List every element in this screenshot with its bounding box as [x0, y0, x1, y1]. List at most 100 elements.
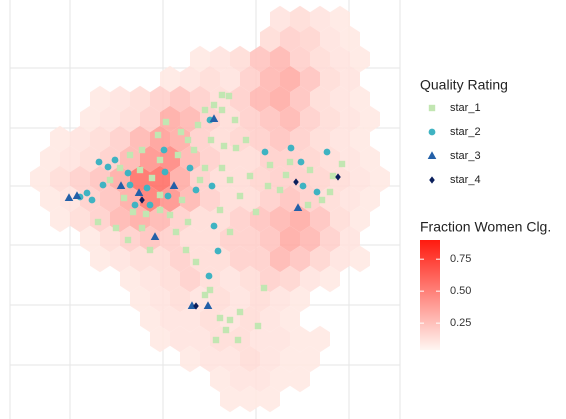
point-square: [225, 92, 233, 100]
point-circle: [161, 168, 169, 176]
hexbin: [290, 5, 310, 33]
hexbin: [90, 245, 110, 273]
hexbin: [50, 205, 70, 233]
point-circle: [143, 184, 151, 192]
point-square: [120, 194, 128, 202]
point-square: [318, 196, 326, 204]
hexbin: [30, 165, 50, 193]
hexbin: [260, 65, 280, 93]
point-circle: [261, 148, 269, 156]
hexbin: [230, 205, 250, 233]
point-square: [210, 101, 218, 109]
point-square: [218, 164, 226, 172]
point-square: [286, 158, 294, 166]
point-square: [166, 211, 174, 219]
point-square: [174, 151, 182, 159]
point-diamond: [335, 173, 341, 181]
point-square: [220, 142, 228, 150]
hexbin: [140, 265, 160, 293]
hexbin: [250, 285, 270, 313]
hexbin: [330, 165, 350, 193]
point-triangle: [134, 188, 144, 196]
point-square: [178, 196, 186, 204]
point-square: [201, 164, 209, 172]
hexbin: [350, 245, 370, 273]
hexbin: [340, 25, 360, 53]
legend-label: star_3: [450, 150, 481, 162]
hexbin: [270, 285, 290, 313]
hexbin: [280, 105, 300, 133]
hexbin: [170, 325, 190, 353]
hexbin: [80, 145, 100, 173]
point-circle: [160, 146, 168, 154]
point-square: [124, 236, 132, 244]
hexbin: [280, 345, 300, 373]
hexbin: [350, 45, 370, 73]
colorbar-title: Fraction Women Clg.: [420, 219, 551, 235]
hexbin: [340, 105, 360, 133]
hexbin: [210, 45, 230, 73]
hexbin: [290, 365, 310, 393]
point-diamond: [429, 176, 435, 184]
hexbin: [310, 245, 330, 273]
point-square: [172, 228, 180, 236]
hexbin: [320, 25, 340, 53]
hexbin: [360, 105, 380, 133]
hexbin: [40, 185, 60, 213]
hexbin: [320, 225, 340, 253]
hexbin: [220, 225, 240, 253]
hexbin: [280, 265, 300, 293]
point-circle: [323, 148, 331, 156]
hexbin: [160, 265, 180, 293]
hexbin: [310, 205, 330, 233]
hexbin: [120, 105, 140, 133]
legend-label: star_2: [450, 126, 481, 138]
hexbin: [100, 105, 120, 133]
hexbin: [260, 345, 280, 373]
hexbin: [230, 365, 250, 393]
hexbin: [310, 5, 330, 33]
hexbin: [300, 265, 320, 293]
point-circle: [164, 192, 172, 200]
point-circle: [299, 182, 307, 190]
hexbin: [270, 205, 290, 233]
hexbin: [110, 85, 130, 113]
hexbin: [170, 125, 190, 153]
colorbar-tick-label: 0.50: [450, 285, 471, 297]
hexbin: [190, 325, 210, 353]
point-layer: [64, 91, 346, 344]
point-square: [148, 174, 156, 182]
hexbin: [290, 245, 310, 273]
point-square: [234, 336, 242, 344]
point-triangle: [293, 203, 303, 211]
point-square: [236, 308, 244, 316]
hexbin: [70, 125, 90, 153]
point-square: [192, 258, 200, 266]
point-circle: [83, 189, 91, 197]
hexbin: [80, 105, 100, 133]
point-circle: [146, 201, 154, 209]
point-square: [116, 164, 124, 172]
point-square: [206, 286, 214, 294]
point-square: [218, 91, 226, 99]
colorbar-tick-label: 0.25: [450, 317, 471, 329]
point-square: [338, 160, 346, 168]
hexbin: [320, 65, 340, 93]
point-square: [162, 118, 170, 126]
hexbin: [180, 265, 200, 293]
hexbin: [210, 365, 230, 393]
hexbin: [320, 265, 340, 293]
hexbin: [290, 285, 310, 313]
point-circle: [111, 156, 119, 164]
hexbin: [260, 25, 280, 53]
hexbin: [220, 65, 240, 93]
hexbin: [150, 325, 170, 353]
hexbin: [170, 205, 190, 233]
hexbin: [300, 225, 320, 253]
hexbin: [240, 345, 260, 373]
hexbin: [240, 145, 260, 173]
point-circle: [124, 169, 132, 177]
hexbin: [260, 105, 280, 133]
hexbin: [330, 45, 350, 73]
hexbin: [360, 185, 380, 213]
